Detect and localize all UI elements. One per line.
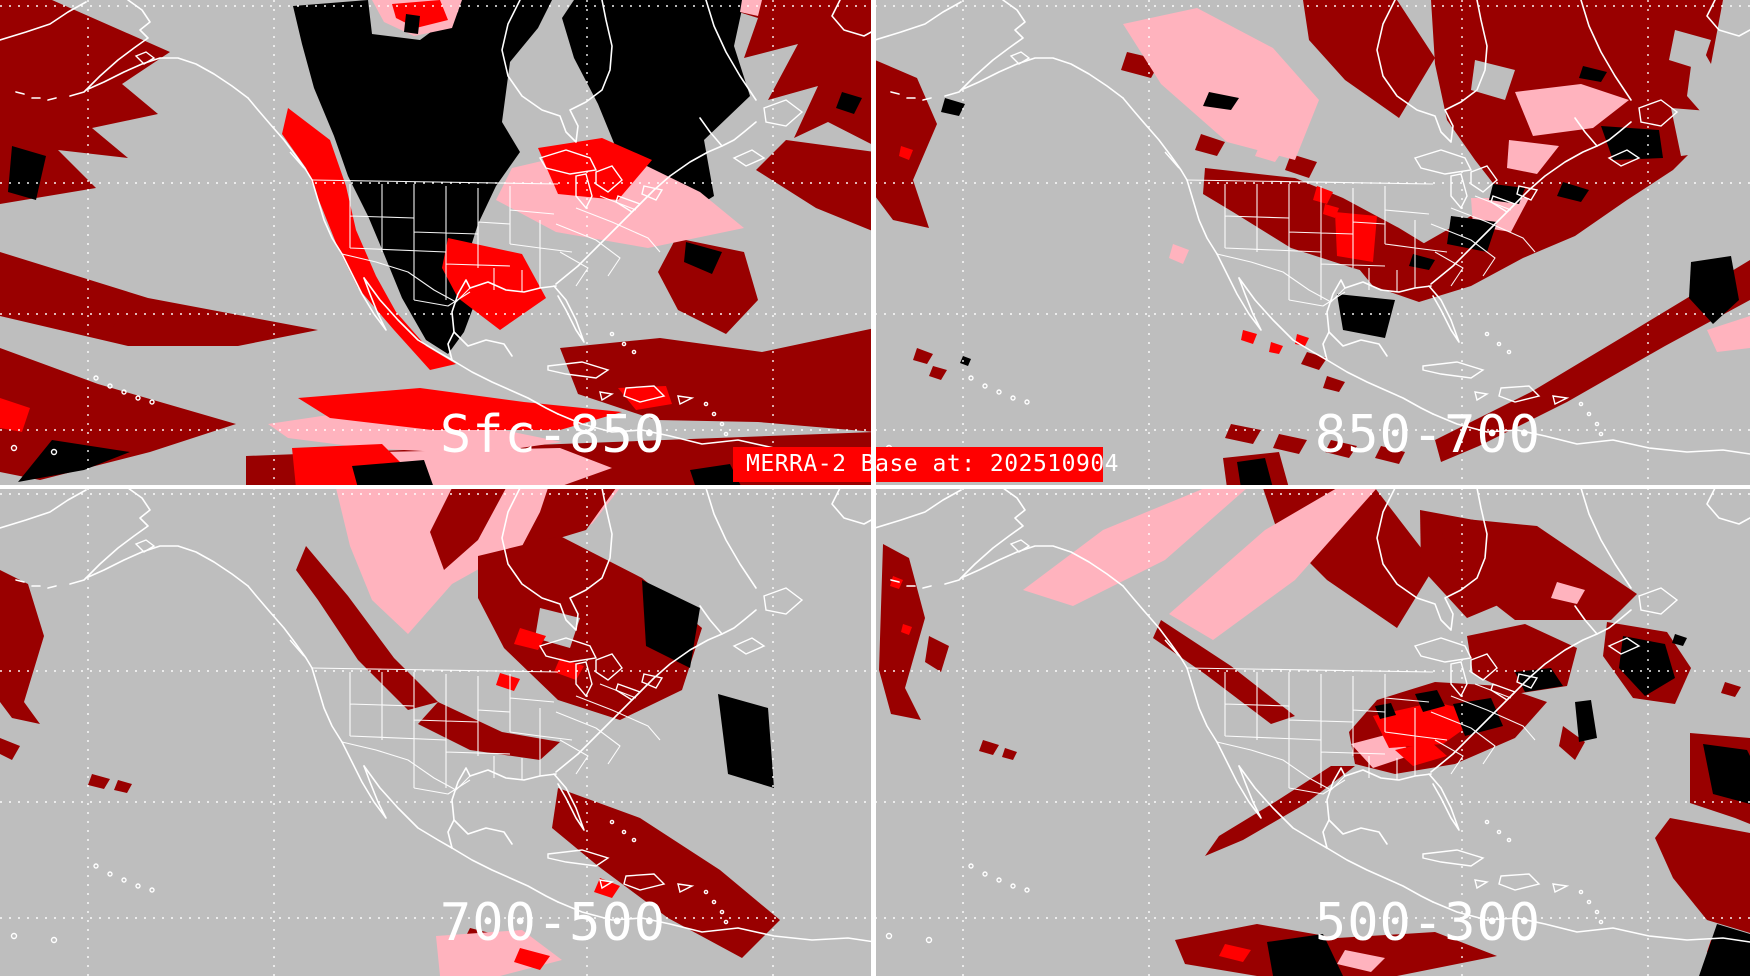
panel-label-700-500: 700-500	[440, 893, 666, 953]
map-sfc-850: Sfc-850	[0, 0, 875, 488]
cloud-layer-500-300	[879, 488, 1750, 976]
map-850-700: 850-700	[875, 0, 1750, 488]
map-700-500: 700-500	[0, 488, 875, 976]
panel-label-850-700: 850-700	[1315, 405, 1541, 465]
cloud-layer-850-700	[875, 0, 1750, 488]
panel-850-700: 850-700	[875, 0, 1750, 488]
panel-label-sfc-850: Sfc-850	[440, 405, 666, 465]
timestamp-banner-text: MERRA-2 Base at: 202510904	[746, 451, 1120, 477]
panel-500-300: 500-300	[875, 488, 1750, 976]
panel-label-500-300: 500-300	[1315, 893, 1541, 953]
map-background	[875, 488, 1750, 976]
panel-sfc-850: Sfc-850	[0, 0, 875, 488]
timestamp-banner: MERRA-2 Base at: 202510904	[733, 447, 1119, 482]
panel-700-500: 700-500	[0, 488, 875, 976]
cloud-layer-700-500	[0, 488, 780, 976]
panel-divider-horizontal	[0, 485, 1750, 489]
map-500-300: 500-300	[875, 488, 1750, 976]
